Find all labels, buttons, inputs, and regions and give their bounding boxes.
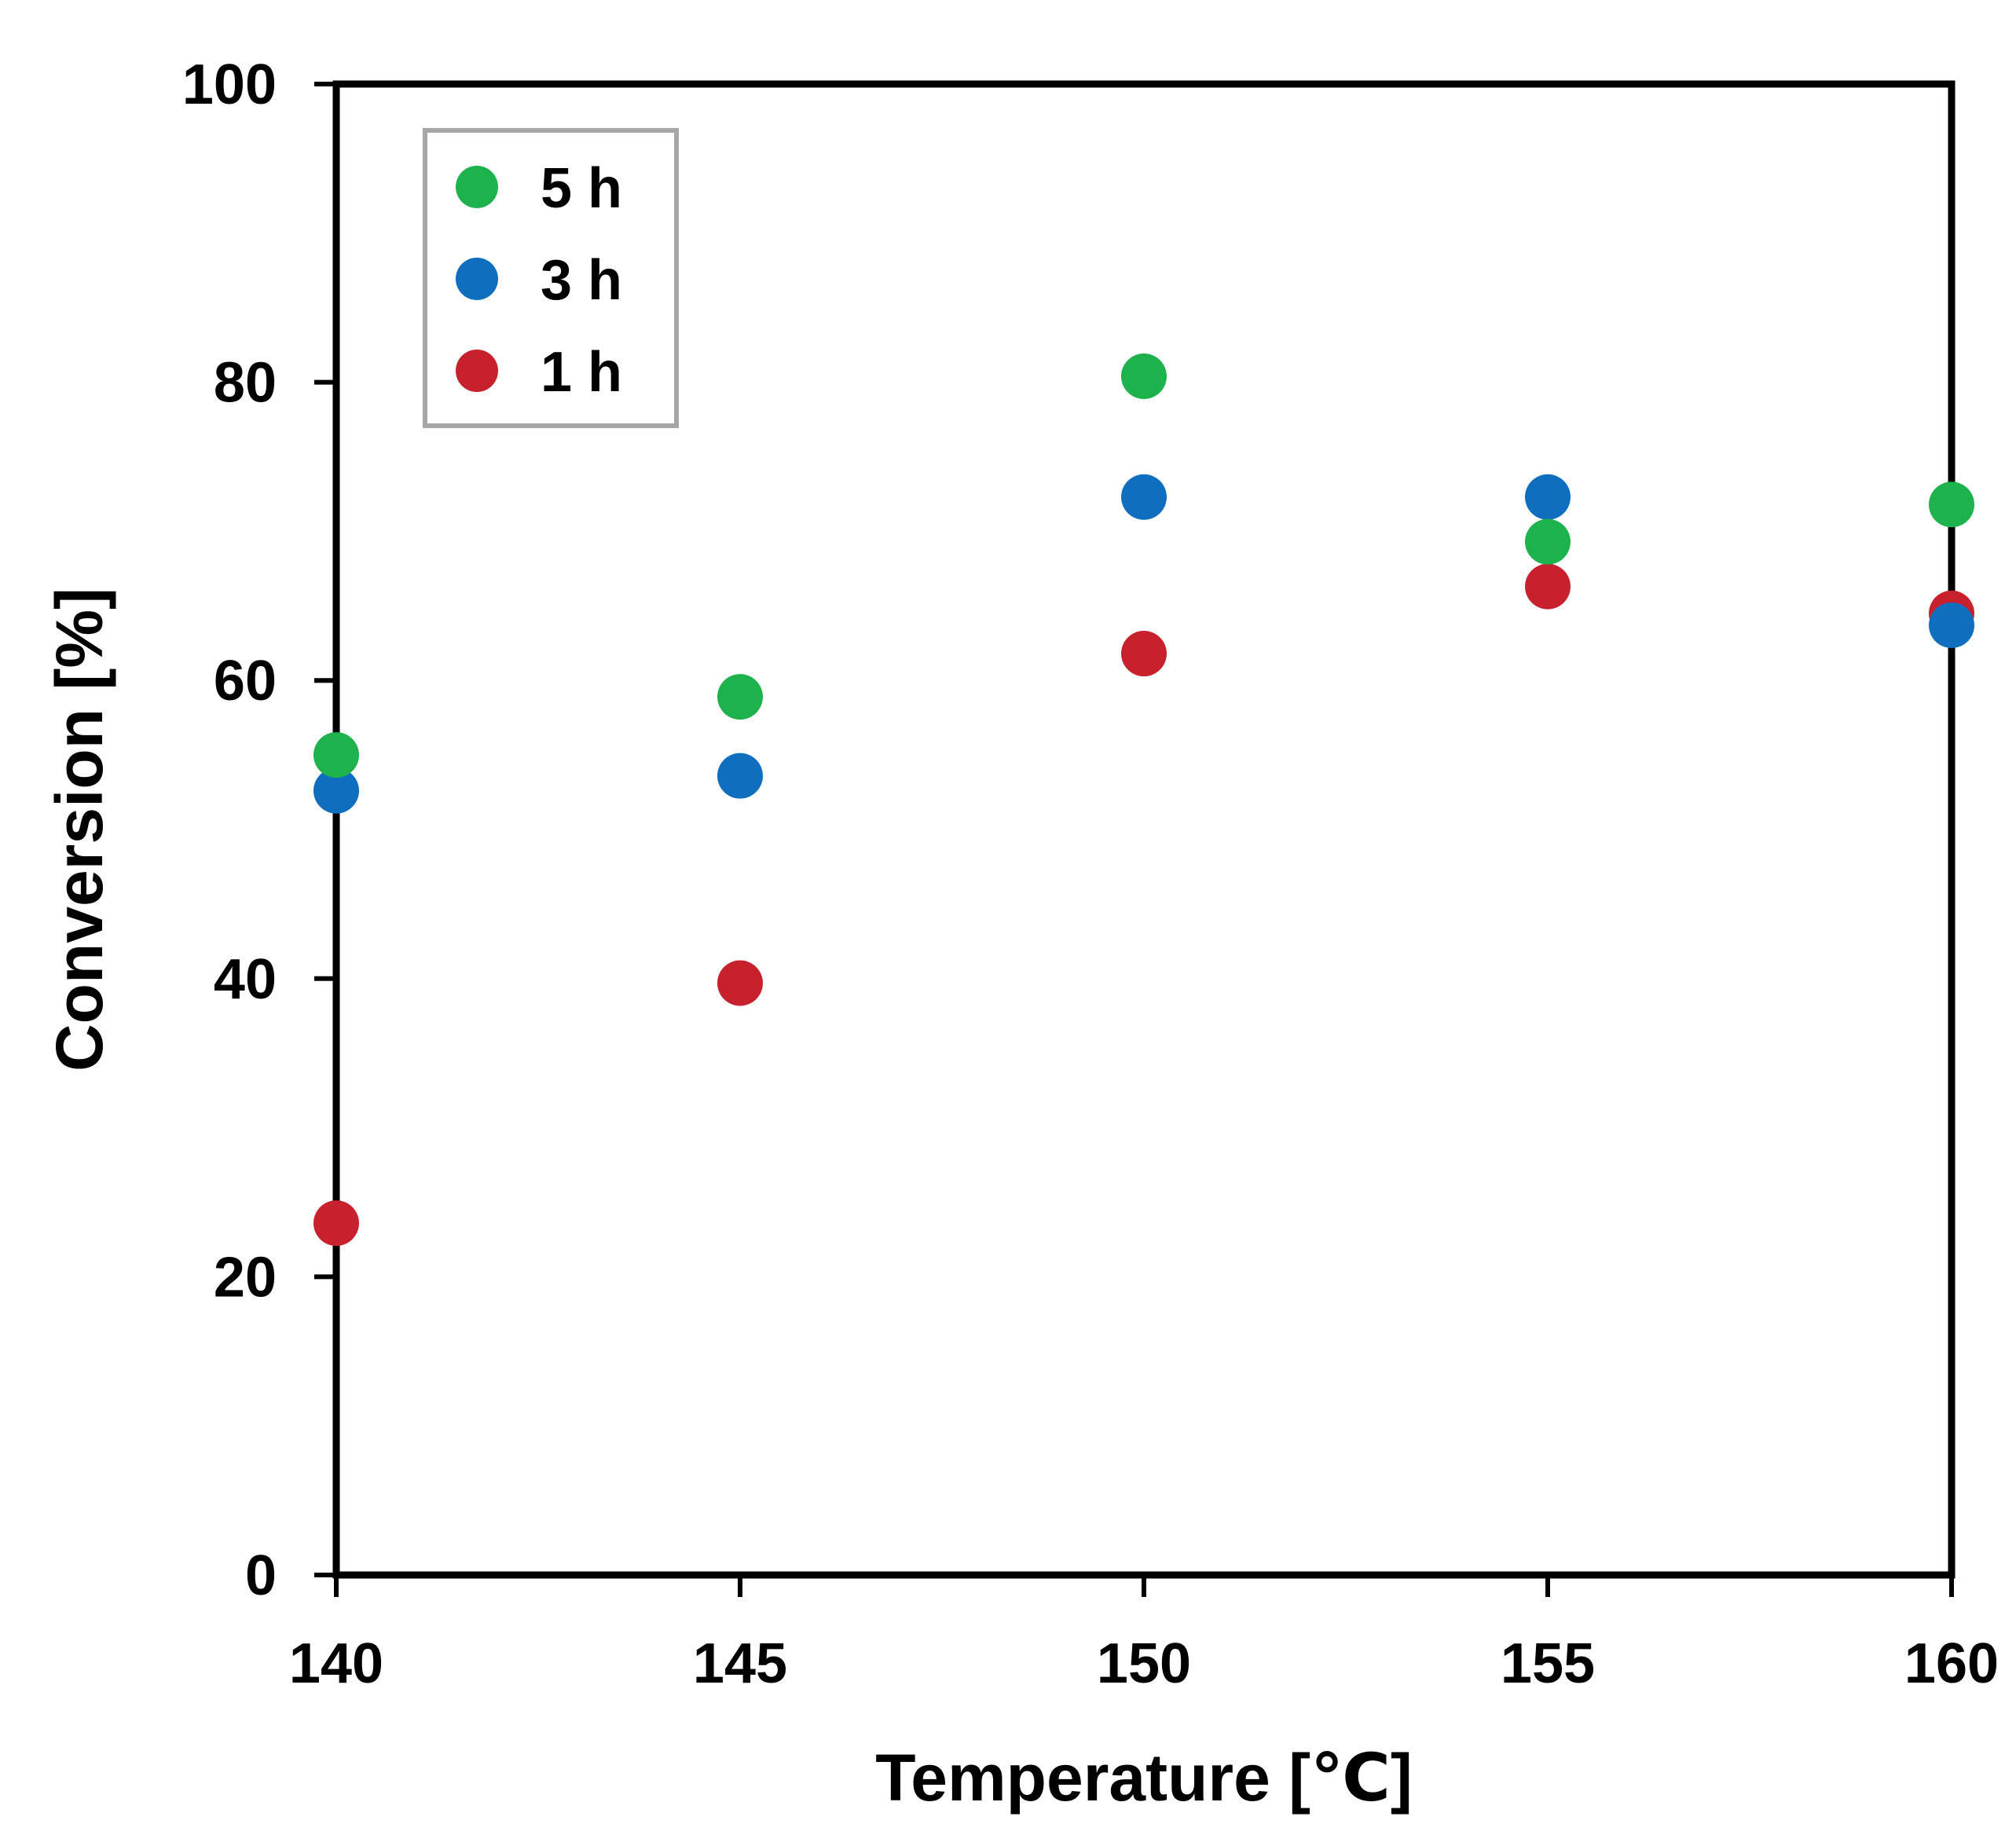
data-point [313, 767, 359, 814]
y-tick-label: 20 [214, 1246, 277, 1309]
x-tick-label: 160 [1904, 1632, 1999, 1695]
data-point [717, 674, 763, 720]
data-point [1121, 631, 1167, 677]
legend-marker [456, 166, 498, 208]
legend: 5 h 3 h 1 h [423, 128, 679, 428]
x-tick-label: 140 [289, 1632, 383, 1695]
legend-label: 5 h [541, 157, 622, 220]
data-point [717, 960, 763, 1006]
data-point [1121, 353, 1167, 400]
data-points [313, 353, 1974, 1247]
data-point [1929, 482, 1974, 528]
x-tick-label: 150 [1097, 1632, 1191, 1695]
x-axis-ticks: 140 145 150 155 160 [289, 1575, 1999, 1695]
y-axis-title: Conversion [%] [42, 588, 116, 1071]
data-point [717, 753, 763, 799]
data-point [313, 732, 359, 778]
y-tick-label: 60 [214, 650, 277, 712]
legend-marker [456, 258, 498, 300]
y-axis-ticks: 0 20 40 60 80 100 [182, 53, 336, 1607]
data-point [1929, 602, 1974, 648]
y-tick-label: 40 [214, 948, 277, 1011]
data-point [1525, 563, 1571, 610]
x-axis-title: Temperature [℃] [875, 1741, 1413, 1815]
x-tick-label: 155 [1501, 1632, 1595, 1695]
data-point [1121, 474, 1167, 520]
data-point [1525, 518, 1571, 565]
y-tick-label: 100 [182, 53, 277, 116]
legend-marker [456, 350, 498, 392]
x-tick-label: 145 [693, 1632, 787, 1695]
data-point [313, 1200, 359, 1247]
legend-label: 3 h [541, 249, 622, 312]
y-tick-label: 0 [245, 1544, 277, 1607]
y-tick-label: 80 [214, 352, 277, 415]
legend-label: 1 h [541, 341, 622, 404]
data-point [1525, 474, 1571, 520]
